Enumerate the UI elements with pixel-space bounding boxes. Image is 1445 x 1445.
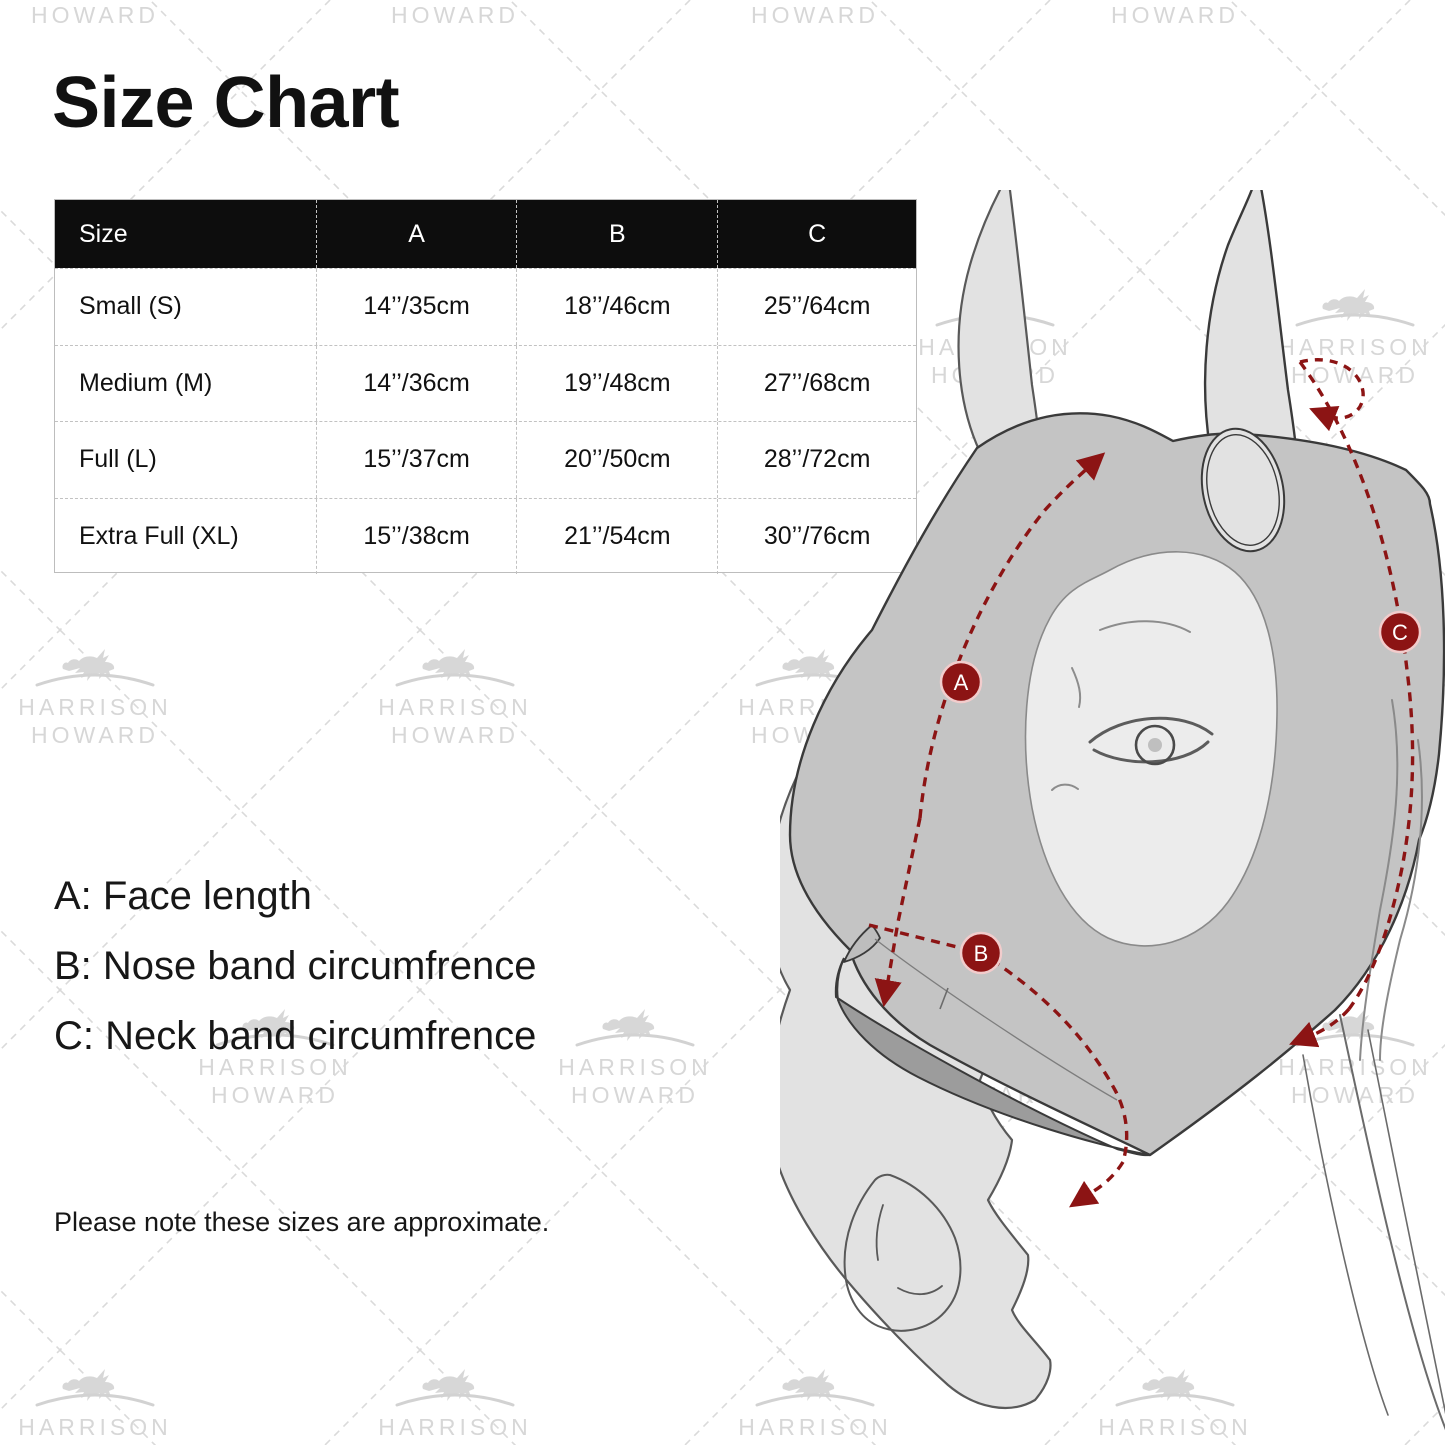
svg-text:C: C <box>1392 620 1408 645</box>
svg-text:A: A <box>954 670 969 695</box>
svg-text:B: B <box>974 941 989 966</box>
